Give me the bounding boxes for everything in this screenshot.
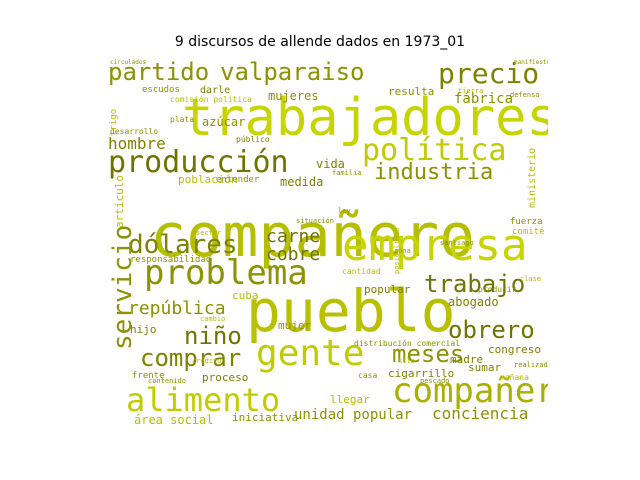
word: fábrica xyxy=(454,91,514,107)
word: azúcar xyxy=(202,115,246,129)
word: fuerza xyxy=(510,217,543,227)
word: población xyxy=(178,173,238,186)
word: manifiesto xyxy=(514,59,548,66)
figure-title: 9 discursos de allende dados en 1973_01 xyxy=(174,34,466,50)
word: cuba xyxy=(232,289,259,302)
word: congreso xyxy=(488,343,541,356)
word: popular xyxy=(364,283,411,296)
word: carne xyxy=(266,226,321,247)
word: república xyxy=(128,298,226,319)
word: área social xyxy=(134,413,214,427)
word: empresa xyxy=(342,220,528,271)
word: sector xyxy=(196,229,222,237)
word: meses xyxy=(392,340,465,368)
word: industria xyxy=(374,160,494,185)
word: frente xyxy=(132,371,165,381)
word: conciencia xyxy=(432,404,529,423)
word: trabajadores xyxy=(182,88,548,148)
word: realizado xyxy=(514,361,548,369)
word: alimento xyxy=(126,381,281,419)
word: familia xyxy=(332,169,362,177)
word: gente xyxy=(256,333,365,374)
word: clase xyxy=(520,275,542,283)
word: mañana xyxy=(500,373,529,382)
word: sumar xyxy=(468,361,502,374)
word: contenido xyxy=(148,377,186,385)
word: escudos xyxy=(142,85,180,95)
word: crédito xyxy=(192,357,222,365)
word: medida xyxy=(280,175,324,189)
word: proceso xyxy=(202,371,249,384)
word: darle xyxy=(200,85,231,96)
word: cobre xyxy=(266,244,321,265)
word: vida xyxy=(316,157,345,171)
word: problema xyxy=(144,253,308,293)
word: cantidad xyxy=(342,267,381,276)
word: compañero xyxy=(150,201,476,271)
word: zona xyxy=(394,247,411,255)
word: casa xyxy=(358,371,378,380)
word: tierra xyxy=(458,87,484,95)
word: hijo xyxy=(130,323,157,336)
word: mujer xyxy=(278,319,312,332)
word: desarrollo xyxy=(110,127,159,136)
word: ministerio xyxy=(527,147,538,208)
word: valparaiso xyxy=(220,58,365,86)
word: resulta xyxy=(388,85,435,98)
word: llegar xyxy=(330,393,370,406)
word: mujeres xyxy=(268,89,319,103)
word: iniciativa xyxy=(232,411,299,424)
word: madre xyxy=(450,353,484,366)
word: pueblo xyxy=(246,277,456,345)
word: partido xyxy=(108,58,210,86)
word: situación xyxy=(296,217,334,225)
word: obrero xyxy=(448,316,535,344)
word: distribución comercial xyxy=(354,339,460,348)
word: pescado xyxy=(420,377,450,385)
word: política xyxy=(362,133,507,168)
word: producir xyxy=(478,285,517,294)
word: trabajo xyxy=(424,270,526,298)
word: dólares xyxy=(128,230,238,260)
word: comité xyxy=(512,227,545,237)
word: comprar xyxy=(140,344,242,372)
word: ley xyxy=(338,207,351,215)
word: santiago xyxy=(440,239,474,247)
word: artículo xyxy=(113,175,126,228)
word: abogado xyxy=(448,295,499,309)
word: cigarrillo xyxy=(388,367,455,380)
word: comisión política xyxy=(170,95,252,104)
word: responsabilidad xyxy=(130,255,212,265)
word: precio xyxy=(438,58,540,90)
word: hombre xyxy=(108,134,166,153)
word: defensa xyxy=(510,91,540,99)
word: niño xyxy=(184,322,242,350)
word: unidad popular xyxy=(294,407,413,423)
word: producción xyxy=(108,145,289,180)
word: plata xyxy=(170,115,195,124)
word: cambio xyxy=(200,315,226,323)
word: kilo xyxy=(398,357,415,365)
word: público xyxy=(236,135,270,144)
word: circulados xyxy=(110,59,147,66)
word: posibilidad xyxy=(393,227,401,274)
word: entender xyxy=(216,175,260,185)
word-cloud: compañero trabajadores pueblo empresa pa… xyxy=(108,58,548,430)
